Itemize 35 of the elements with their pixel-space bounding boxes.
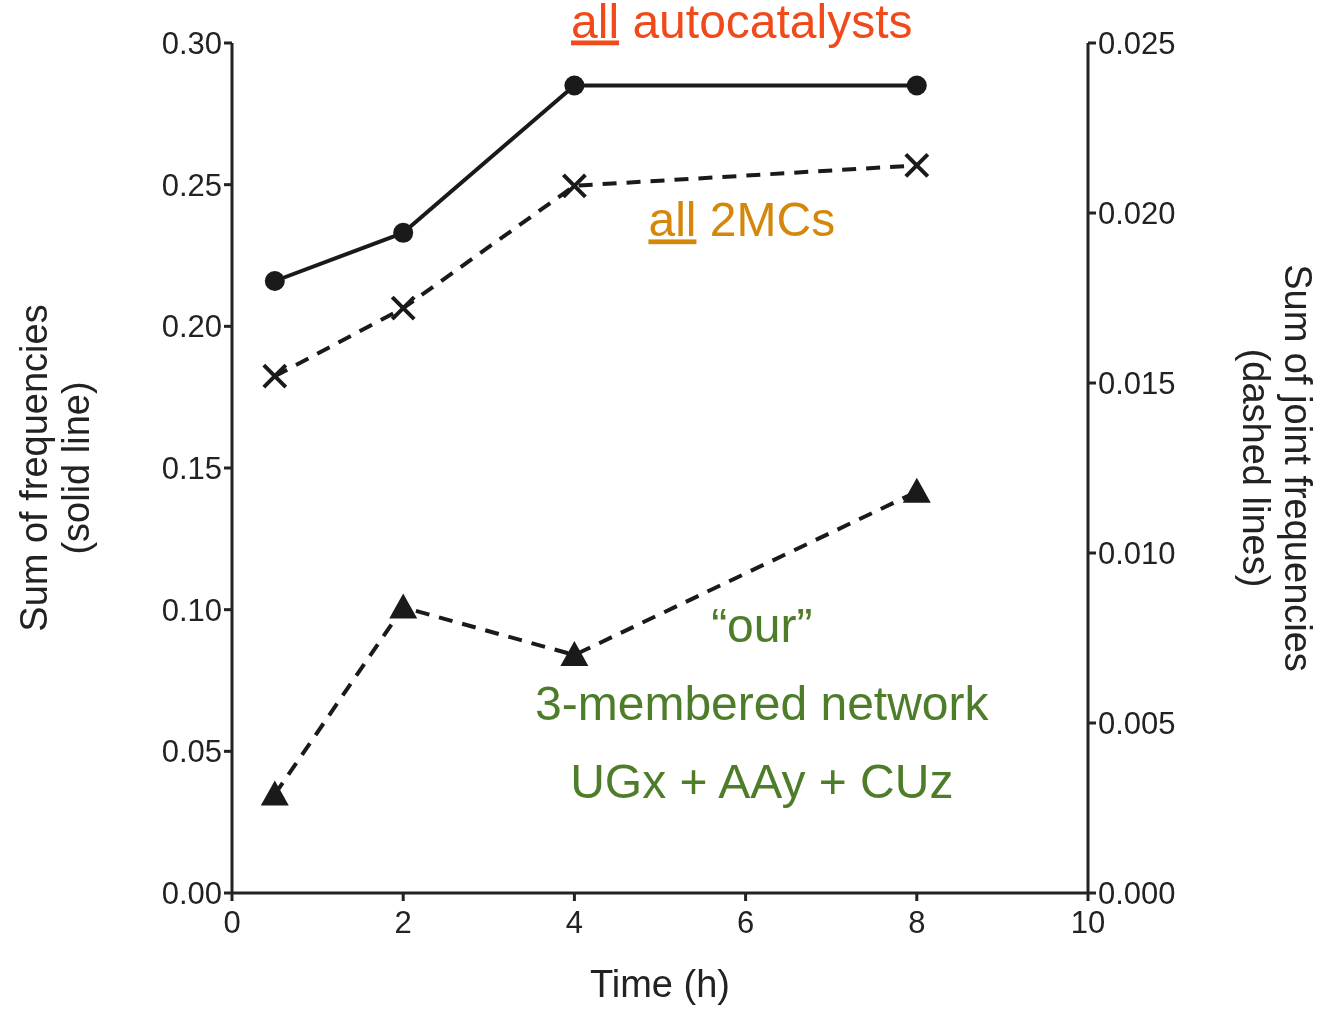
y-tick-label: 0.10	[161, 592, 222, 628]
x-axis-title: Time (h)	[589, 963, 731, 1005]
y-tick-label: 0.20	[161, 309, 222, 345]
y2-tick-label: 0.015	[1098, 366, 1176, 402]
y-tick-label: 0.15	[161, 451, 222, 487]
series-label: “our” 3-membered network UGx + AAy + CUz	[535, 598, 990, 808]
point	[902, 477, 931, 503]
point	[561, 172, 588, 199]
point	[260, 780, 289, 806]
y-axis-title: Sum of frequencies (solid line)	[13, 304, 97, 632]
point	[903, 152, 930, 179]
point	[389, 593, 418, 619]
point	[906, 75, 927, 96]
point	[393, 222, 414, 243]
point	[264, 271, 285, 291]
x-tick-label: 0	[223, 905, 241, 941]
x-tick-label: 6	[736, 905, 755, 941]
point	[564, 75, 585, 96]
y-tick-label: 0.00	[161, 876, 222, 912]
y-tick-label: 0.05	[161, 734, 222, 770]
point	[261, 363, 288, 390]
x-tick-label: 8	[908, 905, 926, 941]
point	[560, 641, 589, 666]
point	[390, 295, 417, 322]
y2-tick-label: 0.020	[1098, 196, 1176, 232]
y2-tick-label: 0.025	[1098, 26, 1176, 62]
x-tick-label: 2	[394, 905, 412, 941]
x-tick-label: 4	[565, 905, 584, 941]
y-tick-label: 0.25	[161, 167, 222, 203]
y2-tick-label: 0.005	[1098, 706, 1176, 742]
series-label: all autocatalysts	[571, 0, 913, 48]
y2-tick-label: 0.010	[1098, 536, 1176, 572]
series-label: all 2MCs	[648, 193, 836, 247]
y-tick-label: 0.30	[161, 26, 222, 62]
y2-axis-title: Sum of joint frequencies (dashed lines)	[1235, 264, 1319, 672]
